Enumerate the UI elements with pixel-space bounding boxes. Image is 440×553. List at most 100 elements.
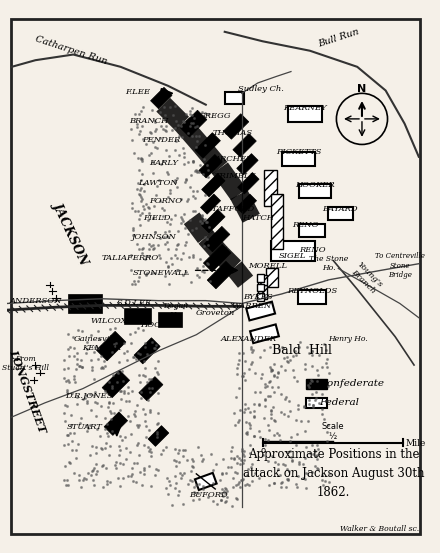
Text: FIELD: FIELD: [143, 214, 170, 222]
Bar: [258, 275, 268, 285]
Text: Dogan
Ho.: Dogan Ho.: [163, 301, 188, 319]
Bar: [257, 284, 264, 291]
Text: LONGSTREET: LONGSTREET: [7, 348, 48, 435]
Bar: [150, 87, 172, 109]
Bar: [282, 152, 315, 166]
Text: FORNO: FORNO: [150, 197, 183, 205]
Bar: [125, 307, 151, 324]
Bar: [104, 412, 128, 435]
Bar: [328, 207, 352, 220]
Bar: [225, 92, 244, 104]
Bar: [237, 154, 258, 175]
Text: WILCOX: WILCOX: [90, 316, 127, 325]
Bar: [299, 225, 325, 237]
Bar: [96, 331, 126, 361]
Text: MORELL: MORELL: [248, 262, 287, 270]
Bar: [180, 110, 207, 137]
Bar: [195, 473, 216, 490]
Text: REYNOLDS: REYNOLDS: [287, 287, 337, 295]
Text: Walker & Boutall sc.: Walker & Boutall sc.: [340, 525, 419, 533]
Text: STONEWALL: STONEWALL: [133, 269, 190, 277]
Bar: [258, 285, 268, 299]
Text: BYKES: BYKES: [243, 293, 273, 301]
Bar: [271, 194, 283, 249]
Text: D.R.JONES: D.R.JONES: [66, 392, 113, 400]
Text: RENO: RENO: [300, 246, 326, 253]
Bar: [236, 194, 257, 214]
Text: ANDERSON: ANDERSON: [9, 296, 62, 305]
Text: HATCH: HATCH: [242, 214, 274, 222]
Bar: [257, 274, 264, 281]
Text: RENO: RENO: [292, 221, 319, 229]
Bar: [195, 133, 220, 158]
Text: Federal: Federal: [319, 398, 359, 408]
Bar: [264, 170, 277, 206]
Bar: [306, 379, 327, 389]
Text: From
Stuart's Hill: From Stuart's Hill: [3, 354, 49, 372]
Bar: [207, 262, 235, 289]
Text: S.D.LEE: S.D.LEE: [117, 300, 152, 307]
Bar: [266, 268, 278, 288]
Bar: [148, 426, 169, 446]
Text: RICKETTS: RICKETTS: [276, 148, 321, 156]
Text: Groveton: Groveton: [196, 309, 235, 317]
Polygon shape: [113, 426, 121, 436]
Bar: [238, 173, 259, 194]
Text: JACKSON: JACKSON: [51, 199, 92, 266]
Text: STAFFORD: STAFFORD: [207, 205, 256, 213]
Bar: [102, 370, 129, 398]
Text: HOOD: HOOD: [140, 321, 168, 329]
Bar: [68, 294, 102, 313]
Bar: [139, 377, 163, 401]
Text: Scale
½: Scale ½: [321, 421, 344, 441]
Text: TRIMBLE: TRIMBLE: [214, 171, 256, 180]
Bar: [299, 184, 331, 198]
Bar: [297, 290, 326, 304]
Text: EARLY: EARLY: [149, 159, 178, 168]
Text: BAYARD: BAYARD: [323, 205, 358, 213]
Bar: [306, 398, 327, 408]
Text: o: o: [260, 446, 265, 455]
Bar: [246, 302, 275, 320]
Bar: [203, 244, 231, 272]
Text: ALEXANDER: ALEXANDER: [220, 336, 276, 343]
Bar: [257, 293, 264, 301]
Text: Bull Run: Bull Run: [317, 28, 360, 49]
Text: Gainesville: Gainesville: [73, 335, 120, 342]
Bar: [199, 154, 222, 178]
Text: Confederate: Confederate: [319, 379, 385, 388]
Text: LAWTON: LAWTON: [139, 179, 178, 187]
Bar: [224, 114, 249, 139]
Text: F.LEE: F.LEE: [125, 88, 150, 96]
Text: ARCHER: ARCHER: [215, 155, 253, 163]
Text: KEMPER: KEMPER: [82, 344, 121, 352]
Text: Young's
Branch: Young's Branch: [349, 260, 384, 295]
Bar: [202, 174, 225, 197]
Text: PENDER: PENDER: [142, 135, 180, 144]
Bar: [250, 325, 279, 343]
Text: N: N: [357, 84, 367, 94]
Text: The Stone
Ho.: The Stone Ho.: [309, 255, 348, 272]
Bar: [202, 210, 225, 233]
Text: SIGEL: SIGEL: [279, 252, 307, 260]
Text: Bald  Hill: Bald Hill: [272, 345, 332, 357]
Bar: [288, 106, 322, 122]
Text: STUART: STUART: [67, 422, 103, 431]
Text: JOHNSON: JOHNSON: [131, 233, 176, 241]
Text: Henry Ho.: Henry Ho.: [328, 335, 368, 342]
Bar: [201, 194, 220, 214]
Text: Mile: Mile: [406, 439, 426, 448]
Text: THOMAS: THOMAS: [212, 129, 253, 137]
Bar: [233, 134, 257, 157]
Text: BUFORD: BUFORD: [189, 491, 228, 499]
Bar: [134, 338, 160, 364]
Polygon shape: [161, 88, 172, 98]
Bar: [158, 312, 182, 327]
Bar: [205, 226, 230, 252]
Text: HOOKER: HOOKER: [295, 181, 334, 189]
Text: Approximate Positions in the
attack on Jackson August 30th
1862.: Approximate Positions in the attack on J…: [243, 448, 424, 499]
Text: To Centreville
Stone
Bridge: To Centreville Stone Bridge: [375, 252, 425, 279]
Text: GREGG: GREGG: [199, 112, 231, 120]
Text: Catharpen Run: Catharpen Run: [34, 35, 109, 67]
Text: BRANCH: BRANCH: [129, 117, 169, 125]
